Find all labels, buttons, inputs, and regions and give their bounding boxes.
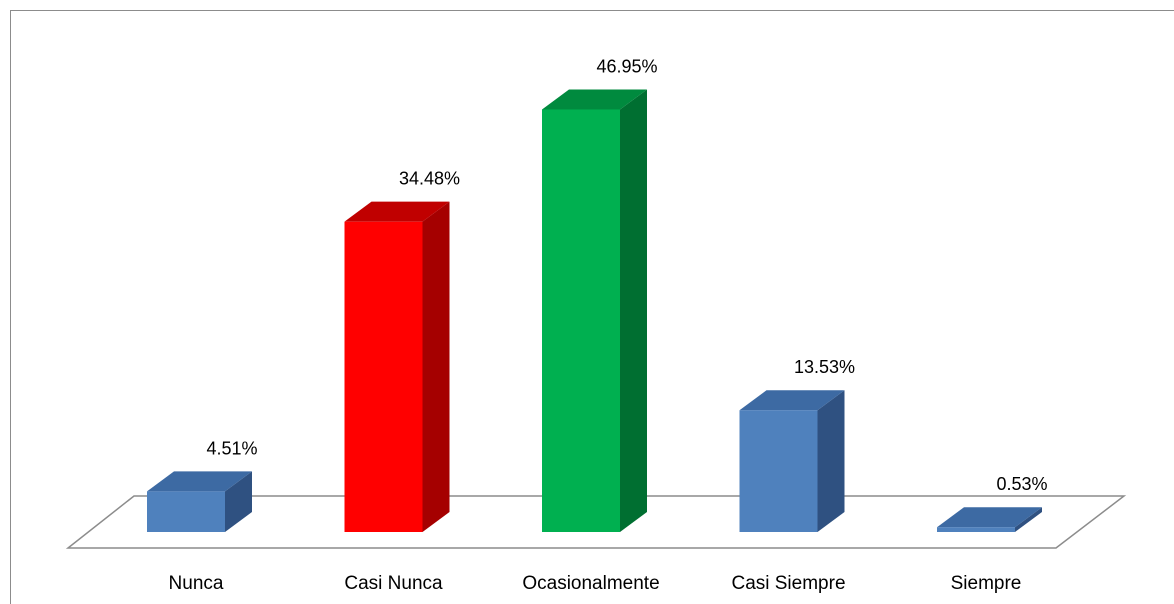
bar-casi-siempre-front (739, 410, 818, 532)
bar-casi-siempre-side (817, 390, 845, 532)
category-label-casi-siempre: Casi Siempre (731, 573, 845, 594)
bar-ocasionalmente-front (542, 109, 620, 532)
bar-casi-nunca (344, 201, 450, 532)
value-label-nunca: 4.51% (206, 438, 257, 458)
bar-ocasionalmente-top (542, 89, 647, 110)
category-labels-group: Nunca Casi Nunca Ocasionalmente Casi Siempr… (169, 573, 1022, 594)
chart-frame (10, 10, 1174, 604)
category-label-ocasionalmente: Ocasionalmente (522, 573, 659, 594)
category-label-nunca: Nunca (169, 573, 224, 594)
bar-nunca-top (147, 471, 252, 492)
bar-nunca (147, 471, 252, 532)
category-label-casi-nunca: Casi Nunca (344, 573, 443, 594)
bars-group (147, 89, 1042, 532)
bar-siempre-front (937, 527, 1015, 532)
bar-casi-siempre (739, 390, 845, 532)
value-label-siempre: 0.53% (996, 474, 1047, 494)
bar-casi-nunca-side (422, 201, 450, 532)
chart-floor (65, 495, 1127, 549)
value-label-casi-siempre: 13.53% (794, 357, 855, 377)
value-label-ocasionalmente: 46.95% (596, 56, 657, 76)
bar-casi-nunca-top (344, 201, 450, 222)
value-labels-group: 4.51% 34.48% 46.95% 13.53% 0.53% (206, 56, 1047, 494)
bar-ocasionalmente (542, 89, 647, 532)
value-label-casi-nunca: 34.48% (399, 169, 460, 189)
bar-siempre-top (937, 507, 1042, 528)
bar-casi-siempre-top (739, 390, 845, 411)
bar-siempre (937, 507, 1042, 532)
bar-nunca-side (225, 471, 252, 532)
bar-ocasionalmente-side (620, 89, 647, 532)
bar-siempre-side (1015, 507, 1042, 532)
bar-casi-nunca-front (344, 221, 423, 532)
category-label-siempre: Siempre (951, 573, 1022, 594)
bar-nunca-front (147, 491, 225, 532)
